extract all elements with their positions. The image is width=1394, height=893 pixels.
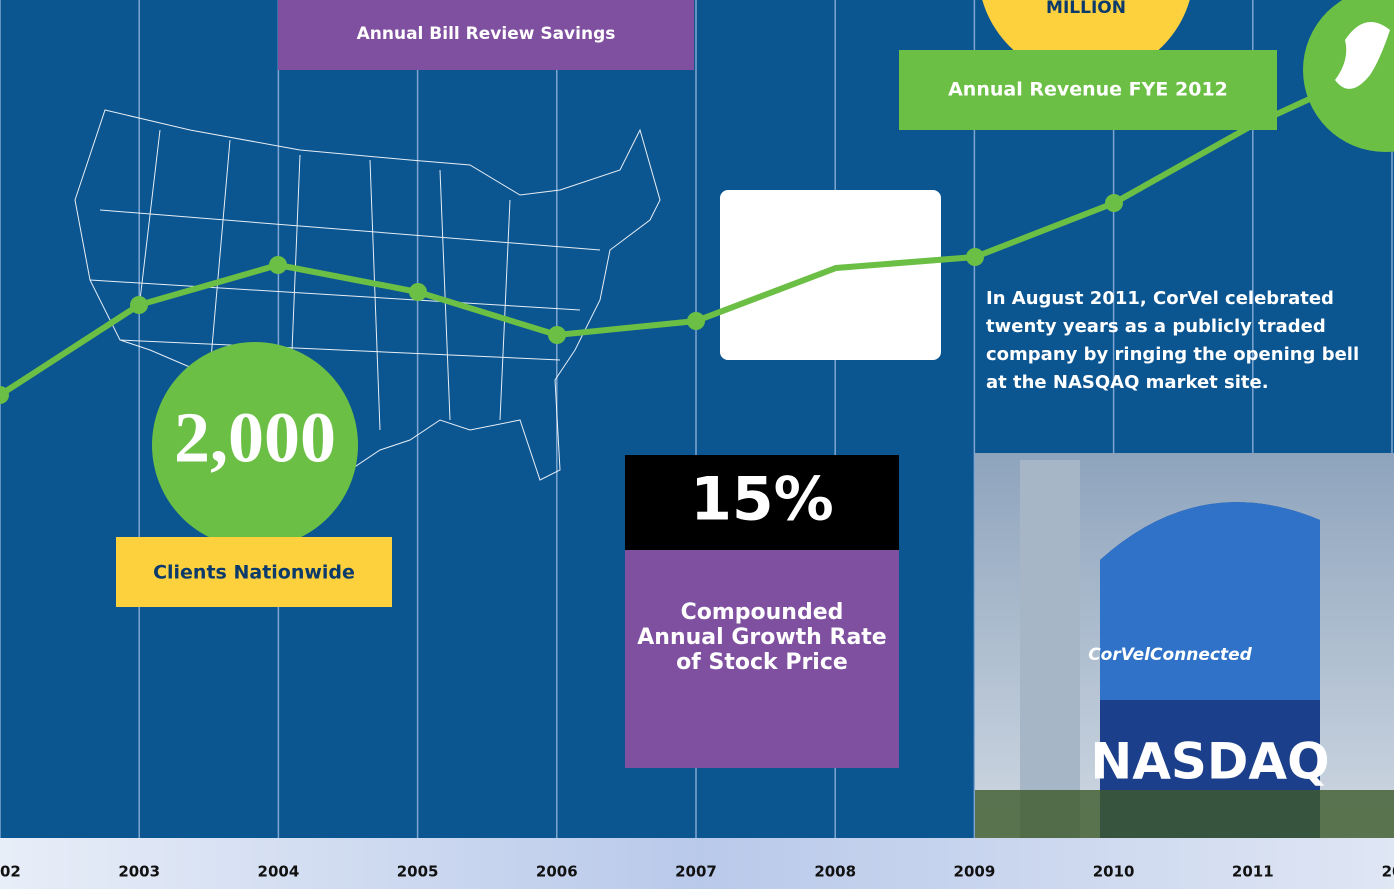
photo-banner: NASDAQ: [1090, 733, 1329, 791]
clients-value: 2,000: [174, 398, 336, 478]
year-label: 2003: [118, 863, 160, 881]
stock-label-wrap: Compounded Annual Growth Rate of Stock P…: [635, 600, 889, 730]
bill-review-label: Annual Bill Review Savings: [357, 24, 616, 44]
story-text: In August 2011, CorVel celebrated twenty…: [986, 285, 1386, 397]
stock-label: Compounded Annual Growth Rate of Stock P…: [635, 600, 889, 675]
clients-label: Clients Nationwide: [153, 562, 355, 584]
stock-value: 15%: [690, 465, 834, 535]
photo-frame: [720, 190, 941, 360]
photo-sign: CorVelConnected: [1088, 645, 1252, 665]
year-label: 2011: [1232, 863, 1274, 881]
year-label: 2004: [258, 863, 300, 881]
year-label: 2005: [397, 863, 439, 881]
year-label: 2008: [814, 863, 856, 881]
infographic: Annual Bill Review Savings MILLION Annua…: [0, 0, 1394, 889]
revenue-unit: MILLION: [1046, 0, 1126, 18]
year-label: 2010: [1093, 863, 1135, 881]
year-label: 2007: [675, 863, 717, 881]
year-label: 02: [0, 863, 21, 881]
story-wrap: In August 2011, CorVel celebrated twenty…: [986, 285, 1386, 415]
nasdaq-photo: CorVelConnected NASDAQ: [975, 453, 1394, 838]
year-label: 2006: [536, 863, 578, 881]
year-label: 2009: [954, 863, 996, 881]
revenue-label: Annual Revenue FYE 2012: [948, 79, 1228, 101]
year-label: 20: [1382, 863, 1394, 881]
